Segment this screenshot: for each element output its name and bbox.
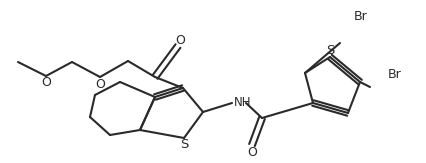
Text: NH: NH — [233, 96, 251, 110]
Text: Br: Br — [387, 68, 401, 82]
Text: Br: Br — [353, 10, 367, 23]
Text: S: S — [179, 139, 188, 151]
Text: O: O — [175, 34, 184, 46]
Text: O: O — [41, 76, 51, 89]
Text: S: S — [325, 44, 334, 57]
Text: O: O — [95, 77, 105, 90]
Text: O: O — [247, 146, 256, 158]
